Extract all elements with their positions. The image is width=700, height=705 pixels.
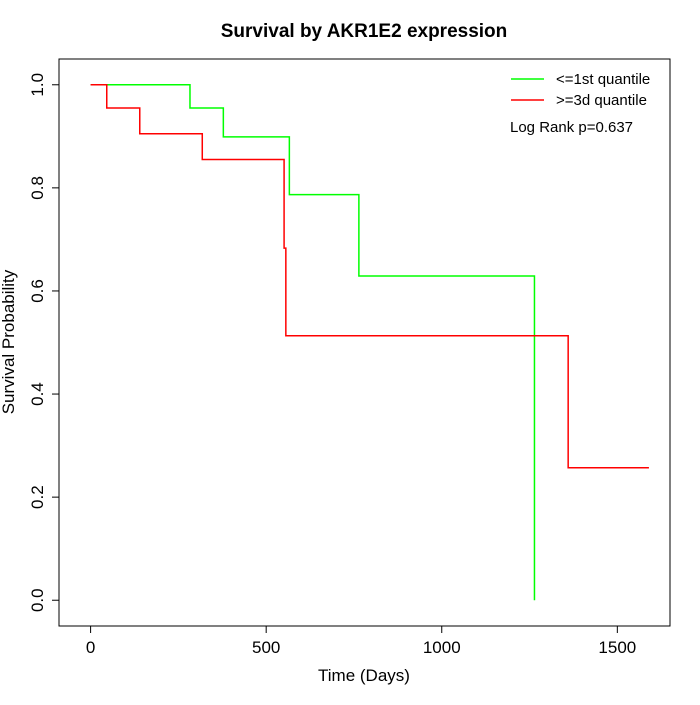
series-layer xyxy=(90,84,649,601)
y-tick-label: 1.0 xyxy=(28,73,47,97)
y-tick-label: 0.8 xyxy=(28,176,47,200)
y-axis-label: Survival Probability xyxy=(0,269,18,414)
x-tick-label: 1000 xyxy=(423,638,461,657)
legend-label: >=3d quantile xyxy=(556,92,647,109)
x-tick-label: 0 xyxy=(86,638,95,657)
survival-curve xyxy=(90,84,536,601)
legend-label: <=1st quantile xyxy=(556,71,650,88)
x-axis-label: Time (Days) xyxy=(318,666,410,685)
y-axis: 0.0 0.2 0.4 0.6 0.8 1.0 xyxy=(28,73,60,612)
y-tick-label: 0.4 xyxy=(28,382,47,406)
x-tick-label: 500 xyxy=(252,638,280,657)
chart-title: Survival by AKR1E2 expression xyxy=(221,21,508,42)
log-rank-annotation: Log Rank p=0.637 xyxy=(510,119,633,136)
x-tick-label: 1500 xyxy=(598,638,636,657)
survival-curve xyxy=(90,84,649,469)
x-axis: 0 500 1000 1500 xyxy=(86,625,636,657)
y-tick-label: 0.2 xyxy=(28,485,47,509)
y-tick-label: 0.6 xyxy=(28,279,47,303)
y-tick-label: 0.0 xyxy=(28,588,47,612)
legend: <=1st quantile >=3d quantile xyxy=(511,71,650,109)
